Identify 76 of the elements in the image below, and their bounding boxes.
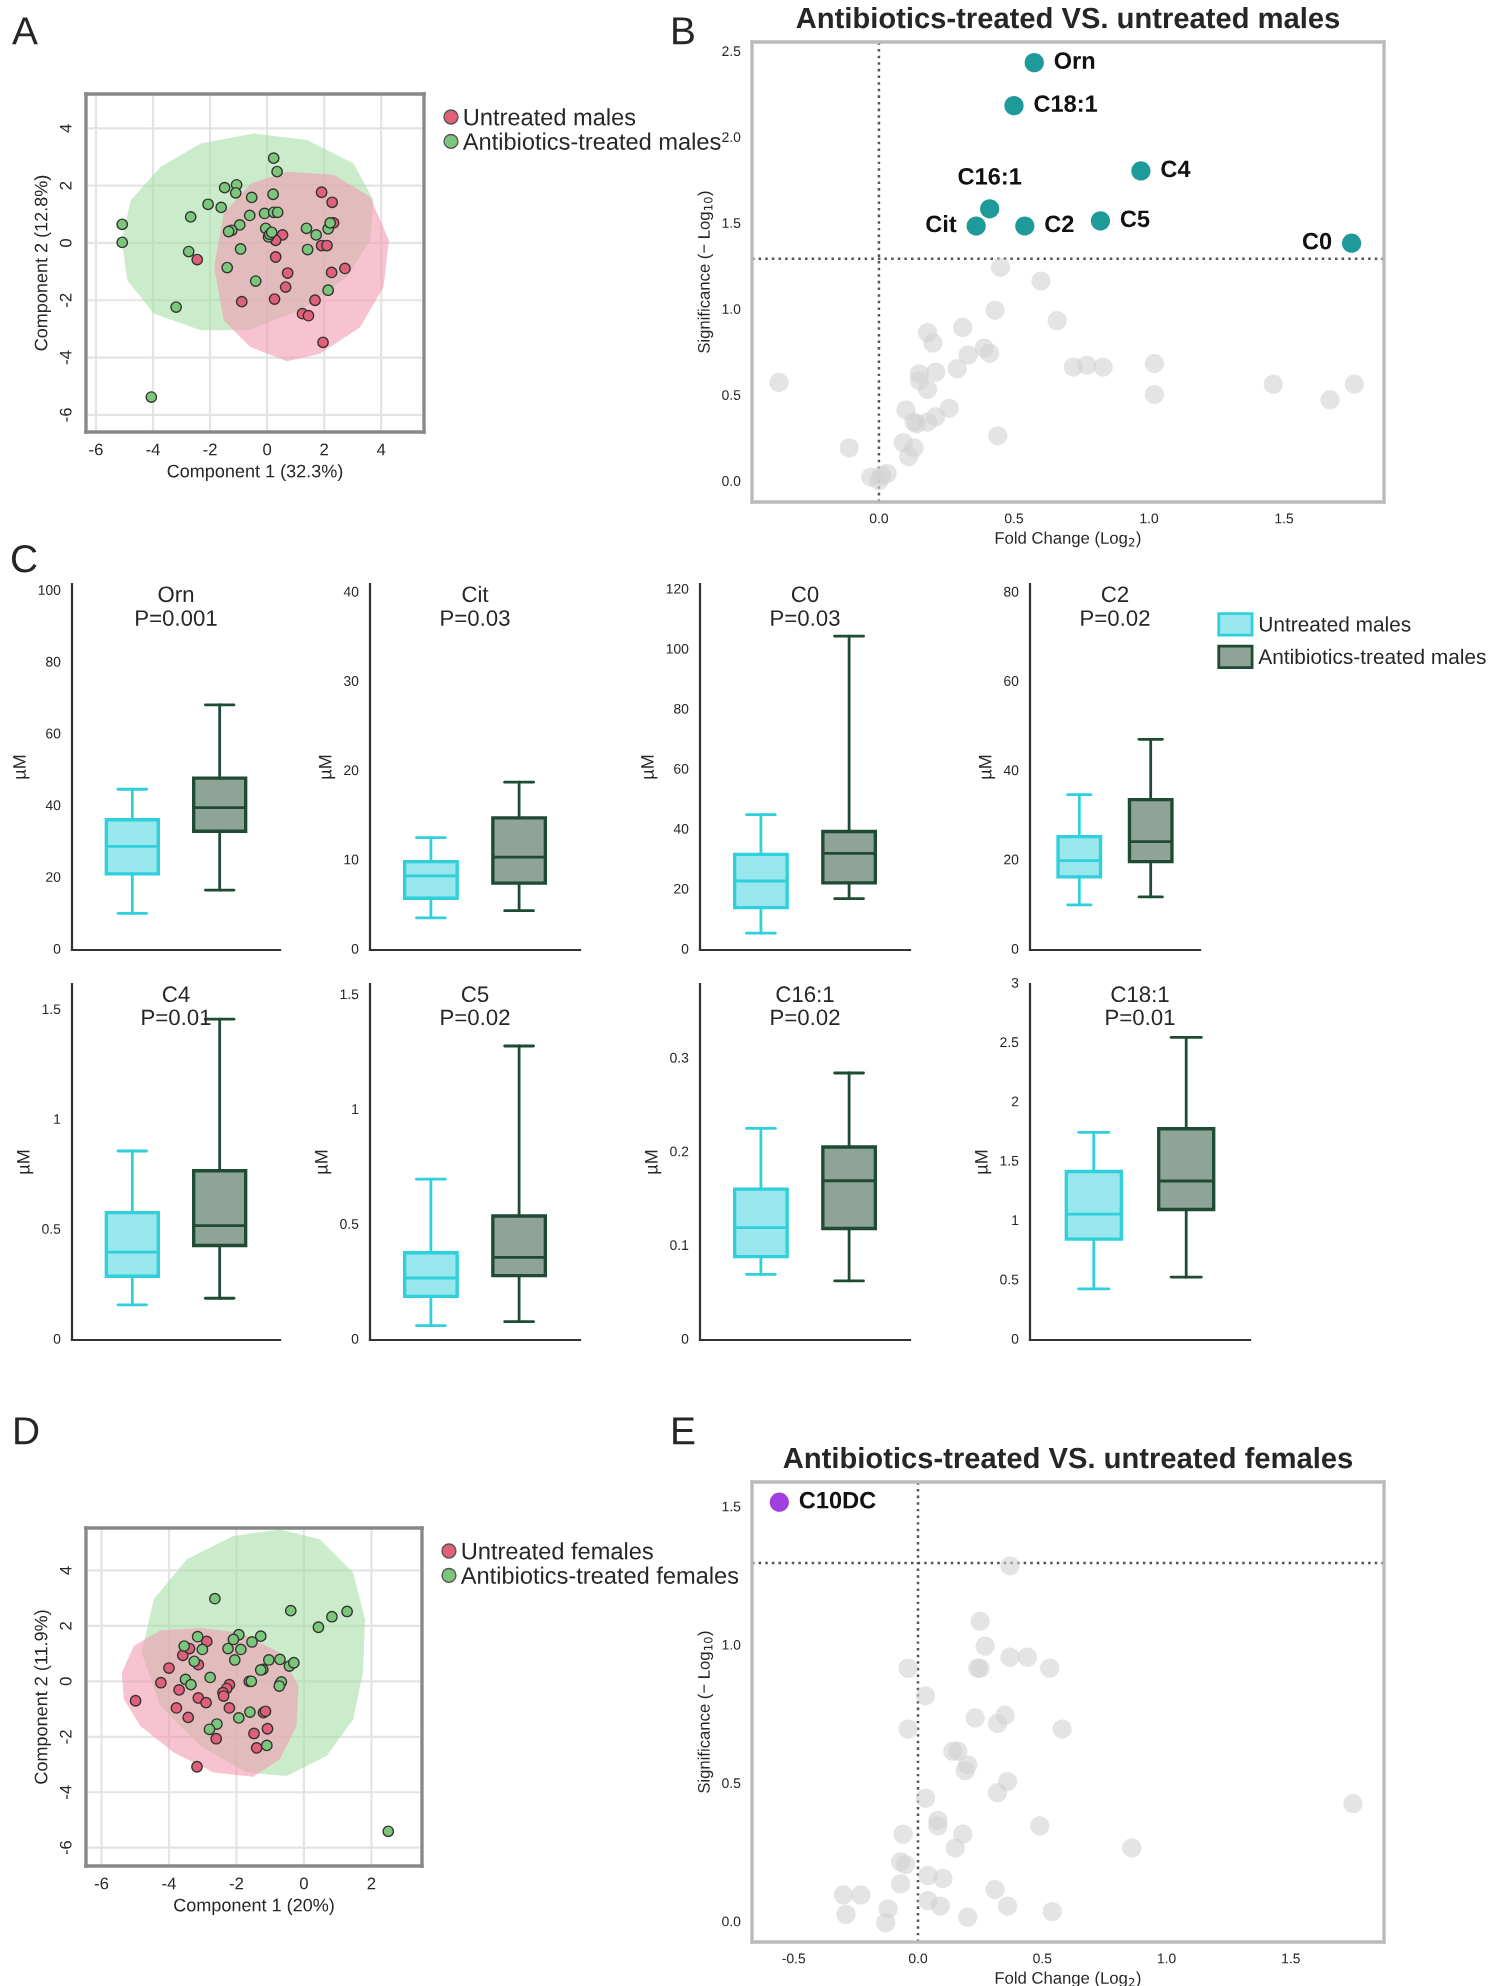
chart-title: Orn [158, 586, 194, 603]
data-label: C16:1 [958, 167, 1022, 185]
data-label: C2 [1045, 215, 1074, 233]
chart-title: C2 [1101, 586, 1129, 603]
y-axis-title: µM [975, 1150, 992, 1174]
data-label: C18:1 [1034, 95, 1098, 112]
text: B [673, 17, 694, 45]
x-tick-label: 2 [367, 1877, 376, 1890]
chart-title: C18:1 [1111, 986, 1169, 1003]
chart-title: Antibiotics-treated VS. untreated males [796, 6, 1340, 29]
chart-title: C4 [162, 986, 190, 1003]
y-tick-label: -6 [59, 408, 72, 422]
chart-title: Antibiotics-treated VS. untreated females [783, 1446, 1353, 1469]
chart-title: C16:1 [776, 986, 834, 1003]
y-tick-label: 0 [59, 1677, 72, 1686]
data-label: C10DC [799, 1491, 876, 1509]
x-axis-title: Component 1 (32.3%) [167, 464, 343, 482]
x-axis-title: Component 1 (20%) [174, 1898, 334, 1916]
y-tick-label: 2 [59, 1622, 72, 1630]
text: E [673, 1417, 695, 1445]
y-axis-title: µM [645, 1150, 662, 1174]
text: P=0.03 [771, 610, 840, 626]
y-axis-title: µM [318, 755, 336, 779]
text: P=0.01 [142, 1009, 211, 1026]
legend-label: Antibiotics-treated males [462, 132, 721, 150]
chart-title: C5 [461, 986, 489, 1003]
x-tick-label: -6 [89, 443, 103, 456]
y-axis-title: µM [641, 755, 658, 779]
x-tick-label: 4 [376, 443, 386, 456]
x-tick-label: -4 [146, 443, 160, 456]
x-axis-title: Fold Change (Log$_{2}$) [995, 531, 1141, 548]
y-tick-label: 0 [59, 238, 72, 247]
y-tick-label: -2 [59, 293, 72, 307]
y-axis-title: Significance (− Log$_{10}$) [697, 191, 714, 353]
text: P=0.02 [771, 1009, 840, 1026]
text: C [11, 545, 37, 573]
x-tick-label: -2 [203, 443, 217, 456]
data-label: C0 [1302, 232, 1332, 250]
text: P=0.02 [441, 1009, 510, 1026]
legend-label: Antibiotics-treated females [460, 1566, 739, 1584]
y-axis-title: Significance (− Log$_{10}$) [697, 1631, 714, 1793]
text: P=0.01 [1106, 1009, 1175, 1026]
legend-label: Untreated males [464, 108, 636, 126]
y-tick-label: -4 [59, 1785, 72, 1799]
x-tick-label: 0 [299, 1877, 308, 1890]
y-axis-title: Component 2 (12.8%) [34, 175, 52, 351]
text: P=0.03 [441, 610, 510, 626]
data-label: Orn [1054, 52, 1095, 69]
legend-label: Untreated males [1259, 616, 1411, 632]
legend-label: Antibiotics-treated males [1258, 648, 1486, 665]
y-tick-label: -4 [59, 350, 72, 365]
y-axis-title: Component 2 (11.9%) [34, 1610, 52, 1784]
data-label: C4 [1161, 160, 1191, 178]
y-tick-label: -6 [59, 1841, 72, 1855]
x-tick-label: -2 [229, 1877, 244, 1890]
y-tick-label: 4 [59, 1566, 72, 1575]
x-tick-label: 2 [320, 443, 328, 456]
text: A [12, 17, 38, 45]
y-axis-title: µM [17, 1150, 34, 1174]
x-tick-label: -6 [94, 1877, 109, 1890]
text: P=0.02 [1081, 610, 1150, 626]
text: D [15, 1417, 39, 1445]
chart-title: C0 [791, 586, 819, 603]
chart-title: Cit [462, 585, 489, 603]
y-axis-title: µM [13, 755, 30, 779]
x-tick-label: 0 [263, 443, 272, 456]
y-axis-title: µM [978, 755, 996, 779]
text: P=0.001 [136, 610, 217, 626]
legend-label: Untreated females [462, 1542, 653, 1560]
y-tick-label: -2 [59, 1730, 72, 1744]
data-label: Cit [926, 214, 957, 233]
y-tick-label: 4 [59, 124, 72, 133]
data-label: C5 [1120, 210, 1150, 228]
x-tick-label: -4 [162, 1877, 176, 1890]
y-tick-label: 2 [59, 181, 72, 190]
y-axis-title: µM [315, 1150, 332, 1174]
